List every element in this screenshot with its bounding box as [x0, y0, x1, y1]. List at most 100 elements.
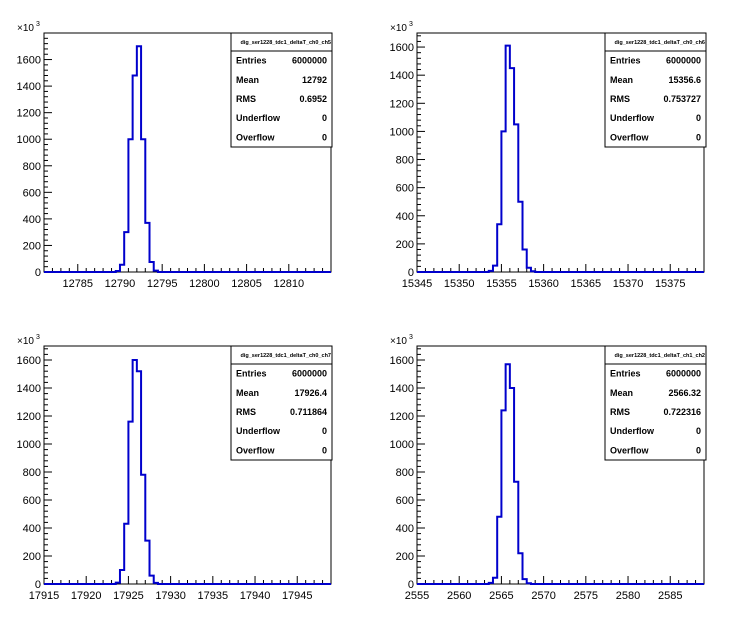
stat-value-mean: 12792	[302, 75, 327, 85]
x-tick-label: 15350	[444, 278, 475, 290]
histogram-name: dig_ser1228_tdc1_deltaT_ch0_ch7	[241, 353, 332, 359]
stat-label-rms: RMS	[236, 94, 256, 104]
histogram-pad-4: 2555 2560 2565 2570 2575 2580 2585 0 200 400 600 80…	[390, 334, 707, 602]
x-tick-label: 12795	[147, 278, 178, 290]
stat-label-underflow: Underflow	[236, 113, 281, 123]
histogram-name: dig_ser1228_tdc1_deltaT_ch0_ch5	[241, 40, 332, 46]
stat-value-rms: 0.6952	[299, 94, 327, 104]
y-exponent-power: 3	[36, 334, 40, 341]
x-tick-label: 2580	[616, 590, 640, 602]
y-tick-label: 400	[396, 211, 414, 223]
stat-value-underflow: 0	[322, 426, 327, 436]
x-tick-label: 17945	[282, 590, 313, 602]
histogram-bin	[489, 271, 493, 272]
histogram-pad-3: 17915 17920 17925 17930 17935 17940 17945 0 200 4…	[17, 334, 333, 602]
y-tick-label: 600	[396, 183, 414, 195]
histogram-outline	[44, 45, 331, 273]
histogram-bin	[514, 124, 518, 272]
x-tick-label: 17930	[155, 590, 186, 602]
histogram-bin	[124, 524, 128, 584]
stat-value-rms: 0.753727	[663, 94, 701, 104]
y-tick-label: 400	[23, 523, 41, 535]
stat-label-underflow: Underflow	[610, 426, 655, 436]
histogram-bin	[145, 223, 149, 272]
y-tick-label: 1200	[17, 108, 41, 120]
stat-label-underflow: Underflow	[236, 426, 281, 436]
stat-value-underflow: 0	[322, 113, 327, 123]
histogram-bin	[531, 271, 535, 272]
stats-box-frame	[604, 32, 707, 148]
stat-label-rms: RMS	[236, 407, 256, 417]
stat-value-rms: 0.711864	[290, 407, 327, 417]
y-tick-label: 1400	[390, 383, 414, 395]
histogram-bin	[128, 139, 132, 272]
histogram-bin	[150, 262, 154, 272]
stats-box: dig_ser1228_tdc1_deltaT_ch0_ch7 Entries 60…	[230, 345, 333, 461]
stat-value-entries: 6000000	[292, 56, 327, 66]
x-tick-label: 15375	[655, 278, 686, 290]
histogram-bin	[116, 583, 120, 584]
y-exponent-power: 3	[409, 334, 413, 341]
x-tick-label: 2565	[489, 590, 513, 602]
x-tick-label: 2555	[405, 590, 429, 602]
stat-value-entries: 6000000	[292, 369, 327, 379]
y-tick-label: 1000	[17, 134, 41, 146]
stat-value-entries: 6000000	[666, 369, 701, 379]
y-tick-label: 1200	[390, 98, 414, 110]
x-tick-label: 17940	[240, 590, 271, 602]
stats-box: dig_ser1228_tdc1_deltaT_ch1_ch2 Entries 60…	[604, 345, 707, 461]
stat-value-overflow: 0	[322, 445, 327, 455]
stat-value-mean: 15356.6	[668, 75, 701, 85]
x-tick-label: 2585	[658, 590, 682, 602]
stat-label-entries: Entries	[236, 369, 267, 379]
stat-value-rms: 0.722316	[663, 407, 701, 417]
histogram-bin	[506, 46, 510, 272]
stat-label-rms: RMS	[610, 407, 630, 417]
stat-value-underflow: 0	[696, 426, 701, 436]
stat-value-mean: 17926.4	[294, 388, 327, 398]
x-tick-label: 12810	[273, 278, 304, 290]
histogram-bin	[120, 265, 124, 272]
stats-box-frame	[604, 345, 707, 461]
histogram-bin	[518, 553, 522, 584]
histogram-bin	[128, 422, 132, 584]
stat-label-overflow: Overflow	[610, 445, 650, 455]
histogram-bin	[141, 139, 145, 272]
histogram-outline	[417, 363, 704, 585]
histogram-pad-2: 15345 15350 15355 15360 15365 15370 15375 0 200 4…	[390, 21, 707, 290]
x-tick-label: 17935	[198, 590, 229, 602]
histogram-bin	[497, 517, 501, 584]
histogram-outline	[417, 44, 704, 273]
y-tick-label: 200	[396, 551, 414, 563]
histogram-name: dig_ser1228_tdc1_deltaT_ch1_ch2	[615, 353, 706, 359]
y-tick-label: 0	[35, 579, 41, 591]
y-tick-label: 1600	[390, 355, 414, 367]
stat-label-mean: Mean	[236, 75, 259, 85]
stat-value-underflow: 0	[696, 113, 701, 123]
stat-label-overflow: Overflow	[610, 132, 650, 142]
histogram-bin	[489, 583, 493, 584]
y-tick-label: 1600	[390, 42, 414, 54]
x-tick-label: 2570	[531, 590, 555, 602]
y-tick-label: 1600	[17, 355, 41, 367]
stats-box: dig_ser1228_tdc1_deltaT_ch0_ch5 Entries 60…	[230, 32, 333, 148]
histogram-bin	[506, 364, 510, 584]
histogram-bin	[154, 583, 158, 584]
histogram-outline	[44, 359, 331, 585]
histogram-bin	[493, 266, 497, 272]
stat-label-mean: Mean	[236, 388, 259, 398]
histogram-bin	[145, 541, 149, 584]
y-tick-label: 1600	[17, 55, 41, 67]
histogram-name: dig_ser1228_tdc1_deltaT_ch0_ch6	[615, 40, 706, 46]
y-tick-label: 1400	[17, 81, 41, 93]
stat-label-mean: Mean	[610, 75, 633, 85]
y-tick-label: 800	[23, 161, 41, 173]
histogram-bin	[133, 360, 137, 584]
histogram-bin	[527, 583, 531, 584]
stat-value-mean: 2566.32	[668, 388, 701, 398]
histogram-bin	[137, 371, 141, 584]
x-tick-label: 15370	[613, 278, 644, 290]
y-tick-label: 600	[396, 495, 414, 507]
x-tick-label: 15360	[528, 278, 559, 290]
histogram-bin	[523, 579, 527, 584]
